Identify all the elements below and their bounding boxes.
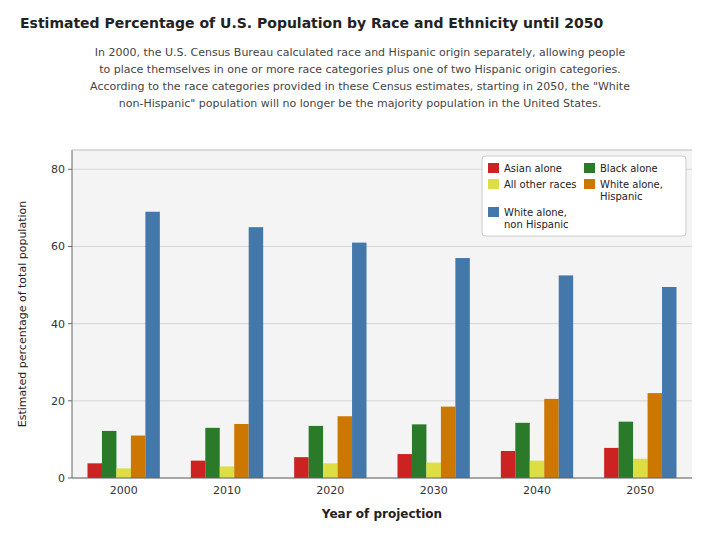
legend-label: White alone,Hispanic (600, 179, 663, 202)
y-axis (72, 150, 73, 478)
y-tick-label: 0 (58, 472, 65, 485)
x-tick-label: 2000 (110, 484, 138, 497)
annotation: According to the race categories provide… (90, 80, 630, 93)
bar (88, 463, 102, 478)
x-axis (72, 478, 692, 479)
y-tick (68, 169, 72, 170)
legend-swatch (488, 179, 499, 189)
bar (145, 212, 159, 478)
bar (412, 424, 426, 478)
bar (294, 457, 308, 478)
bar (604, 448, 618, 478)
legend-swatch (584, 163, 595, 173)
bar (220, 466, 234, 478)
legend-swatch (584, 179, 595, 189)
legend-swatch (488, 207, 499, 217)
legend-swatch (488, 163, 499, 173)
annotation: non-Hispanic" population will no longer … (119, 97, 602, 110)
bar (398, 454, 412, 478)
bar (441, 407, 455, 478)
x-tick-label: 2030 (420, 484, 448, 497)
bar (544, 399, 558, 478)
y-tick (68, 478, 72, 479)
bar (515, 423, 529, 478)
bar (648, 393, 662, 478)
x-tick-label: 2040 (523, 484, 551, 497)
bar (619, 422, 633, 478)
x-tick-label: 2020 (316, 484, 344, 497)
bar (662, 287, 676, 478)
x-axis-label: Year of projection (321, 507, 442, 521)
bars (88, 212, 677, 478)
y-tick-label: 80 (51, 163, 65, 176)
bar (102, 431, 116, 478)
annotation: In 2000, the U.S. Census Bureau calculat… (95, 46, 626, 59)
bar (323, 463, 337, 478)
legend-label: Black alone (600, 163, 658, 174)
plot-frame (72, 150, 692, 151)
legend-label: Asian alone (504, 163, 562, 174)
bar (249, 227, 263, 478)
legend: Asian alone Black alone All other races Whi… (482, 156, 686, 236)
grid-line (72, 478, 692, 479)
y-tick-label: 20 (51, 395, 65, 408)
grid-line (72, 400, 692, 401)
bar (309, 426, 323, 478)
y-tick (68, 400, 72, 401)
bar (501, 451, 515, 478)
y-tick-label: 40 (51, 318, 65, 331)
grid-line (72, 246, 692, 247)
legend-label: All other races (504, 179, 577, 190)
bar (131, 436, 145, 478)
bar (633, 459, 647, 478)
plot-background (72, 150, 692, 478)
legend-label: White alone,non Hispanic (504, 207, 569, 230)
bar (191, 461, 205, 478)
y-tick (68, 323, 72, 324)
bar (205, 428, 219, 478)
bar (234, 424, 248, 478)
bar (116, 468, 130, 478)
annotation: to place themselves in one or more race … (99, 63, 621, 76)
x-tick-label: 2050 (626, 484, 654, 497)
title: Estimated Percentage of U.S. Population … (20, 15, 603, 31)
chart: Estimated Percentage of U.S. Population … (0, 0, 720, 540)
bar (338, 416, 352, 478)
y-axis-label: Estimated percentage of total population (16, 201, 29, 427)
legend-box (482, 156, 686, 236)
bar (455, 258, 469, 478)
bar (426, 463, 440, 478)
y-tick-label: 60 (51, 240, 65, 253)
bar (530, 461, 544, 478)
x-tick-label: 2010 (213, 484, 241, 497)
bar (559, 275, 573, 478)
grid-line (72, 323, 692, 324)
bar (352, 243, 366, 478)
y-tick (68, 246, 72, 247)
